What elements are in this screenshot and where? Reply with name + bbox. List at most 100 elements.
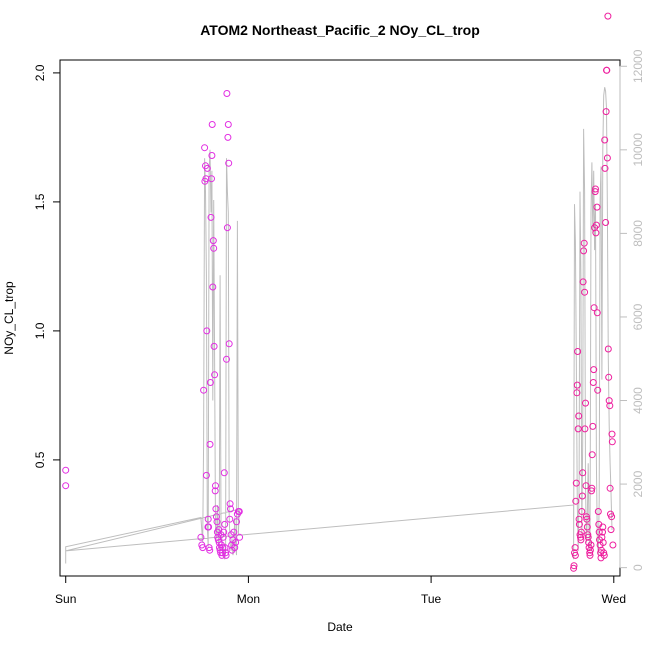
data-point: [599, 523, 607, 531]
data-point: [211, 371, 219, 379]
data-point: [601, 164, 609, 172]
data-point: [580, 247, 588, 255]
chart-title: ATOM2 Northeast_Pacific_2 NOy_CL_trop: [200, 22, 480, 38]
data-point: [212, 505, 220, 513]
data-point: [577, 528, 585, 536]
data-point: [605, 373, 613, 381]
point-series: [62, 12, 617, 572]
data-point: [220, 469, 228, 477]
data-point: [231, 544, 239, 552]
data-point: [584, 531, 592, 539]
data-point: [602, 219, 610, 226]
secondary-line-series: [65, 87, 613, 564]
data-point: [62, 466, 70, 474]
y2-tick-label: 6000: [631, 303, 645, 330]
x-axis-label: Date: [327, 620, 353, 634]
data-point: [210, 342, 218, 350]
data-point: [608, 438, 616, 446]
y-tick-label: 0.5: [33, 451, 47, 468]
data-point: [573, 389, 581, 397]
data-point: [604, 345, 612, 353]
data-point: [201, 144, 209, 152]
data-point: [572, 479, 580, 487]
data-point: [213, 518, 221, 526]
data-point: [571, 544, 579, 552]
y-axis-left: 0.5 1.0 1.5 2.0: [33, 64, 61, 468]
data-point: [583, 515, 591, 523]
data-point: [575, 412, 583, 420]
data-point: [219, 544, 227, 552]
data-point: [221, 544, 229, 552]
data-point: [603, 66, 611, 74]
data-point: [588, 484, 596, 492]
data-point: [591, 188, 599, 196]
data-point: [209, 283, 217, 291]
data-point: [602, 108, 610, 116]
data-point: [224, 121, 232, 128]
data-point: [607, 526, 615, 534]
y-tick-label: 1.0: [33, 322, 47, 339]
data-point: [580, 239, 588, 247]
x-tick-label: Sun: [55, 592, 76, 606]
data-point: [205, 544, 213, 552]
data-point: [592, 229, 600, 237]
data-point: [592, 221, 600, 229]
x-axis: Sun Mon Tue Wed: [55, 575, 626, 606]
y2-tick-label: 2000: [631, 470, 645, 497]
x-tick-label: Mon: [237, 592, 260, 606]
data-point: [600, 551, 608, 559]
data-point: [577, 536, 585, 544]
data-point: [601, 136, 609, 144]
plot-frame: [59, 59, 621, 577]
data-point: [581, 288, 589, 296]
y2-tick-label: 10000: [631, 133, 645, 167]
data-point: [599, 539, 607, 546]
data-point: [582, 513, 590, 521]
data-point: [206, 546, 214, 554]
data-point: [220, 528, 228, 536]
data-point: [581, 425, 589, 433]
data-point: [203, 327, 211, 335]
data-point: [574, 348, 582, 355]
data-point: [204, 515, 212, 523]
data-point: [593, 309, 601, 317]
data-point: [586, 551, 594, 559]
data-point: [202, 471, 210, 479]
data-point: [62, 482, 70, 490]
data-point: [588, 487, 595, 495]
x-tick-label: Wed: [602, 592, 626, 606]
data-point: [594, 386, 602, 394]
data-point: [224, 133, 232, 141]
data-point: [600, 549, 608, 557]
data-point: [235, 508, 243, 515]
data-point: [206, 379, 214, 386]
data-point: [225, 340, 233, 348]
data-point: [588, 451, 596, 459]
data-point: [582, 482, 590, 490]
data-point: [230, 528, 238, 536]
y-axis-label: NOy_CL_trop: [2, 281, 16, 355]
data-point: [212, 513, 220, 521]
data-point: [590, 366, 598, 374]
y2-tick-label: 12000: [631, 49, 645, 83]
data-point: [233, 518, 240, 526]
data-point: [208, 121, 216, 128]
data-point: [608, 430, 616, 438]
data-point: [582, 399, 589, 407]
data-point: [608, 513, 616, 521]
data-point: [589, 422, 597, 430]
data-point: [197, 533, 205, 541]
y2-tick-label: 4000: [631, 387, 645, 414]
data-point: [200, 386, 208, 394]
data-point: [593, 203, 601, 211]
data-point: [223, 90, 231, 97]
y2-tick-label: 0: [631, 564, 645, 571]
data-point: [606, 484, 614, 492]
data-point: [222, 549, 230, 557]
data-point: [584, 533, 592, 541]
data-point: [223, 224, 231, 232]
data-point: [223, 355, 230, 363]
data-point: [590, 304, 598, 312]
data-point: [606, 402, 614, 410]
